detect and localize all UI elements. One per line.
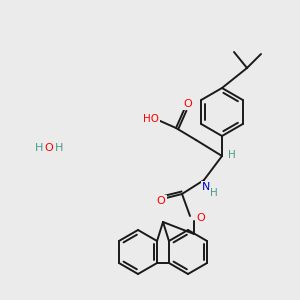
Text: HO: HO: [143, 114, 159, 124]
Text: H: H: [55, 143, 63, 153]
Text: H: H: [210, 188, 218, 198]
Text: O: O: [184, 99, 192, 109]
Text: O: O: [45, 143, 53, 153]
Text: O: O: [196, 213, 205, 223]
Text: N: N: [202, 182, 210, 192]
Text: O: O: [157, 196, 165, 206]
Text: H: H: [35, 143, 43, 153]
Text: H: H: [228, 150, 236, 160]
